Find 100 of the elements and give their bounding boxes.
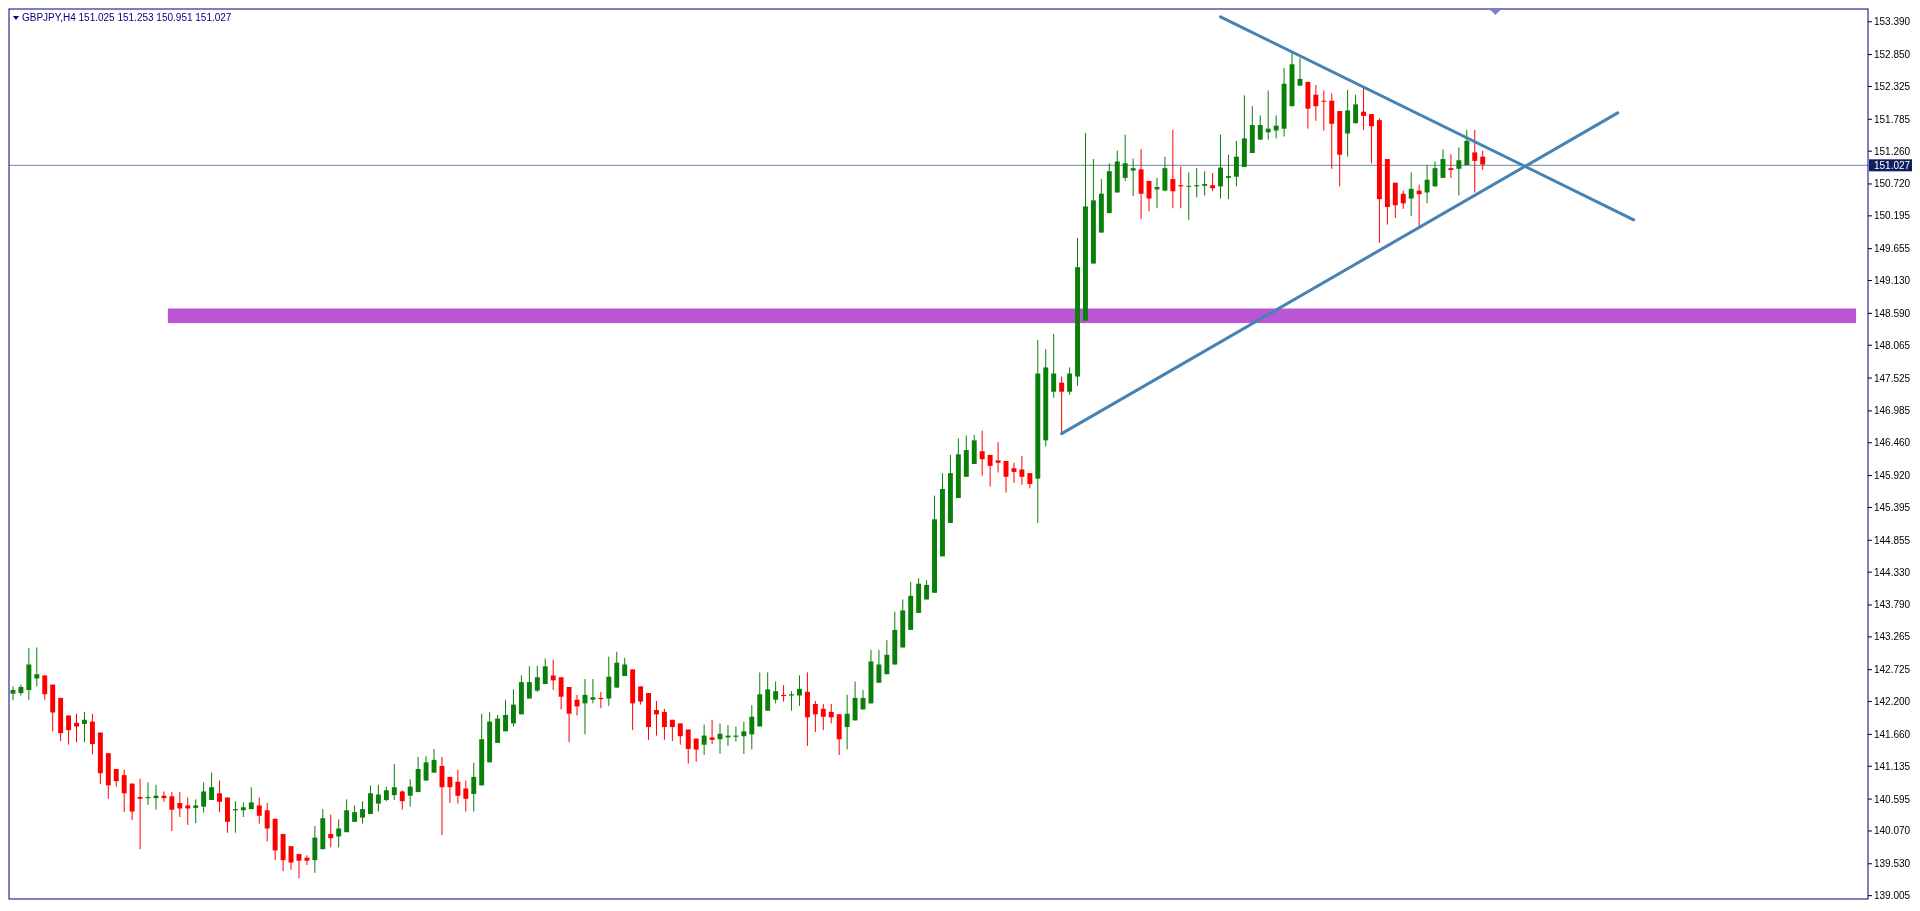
- y-tick-label: 148.590: [1874, 307, 1911, 319]
- candlestick: [995, 441, 1001, 474]
- candlestick: [797, 674, 802, 707]
- y-tick-label: 147.525: [1874, 372, 1911, 384]
- y-tick-label: 151.785: [1874, 113, 1911, 125]
- candlestick: [1329, 92, 1335, 170]
- candlestick: [368, 784, 373, 815]
- candlestick: [987, 454, 993, 487]
- candlestick: [1233, 140, 1239, 187]
- candlestick: [590, 678, 596, 704]
- candlestick: [1059, 376, 1065, 435]
- candlestick: [526, 665, 532, 700]
- y-tick-label: 142.725: [1874, 664, 1911, 676]
- candlestick: [217, 780, 222, 813]
- candlestick: [407, 778, 413, 808]
- candlestick: [661, 708, 667, 741]
- candlestick: [463, 780, 469, 813]
- y-tick-label: 153.390: [1874, 16, 1911, 28]
- candlestick: [344, 798, 350, 833]
- candlestick: [82, 711, 87, 743]
- y-tick-label: 139.530: [1874, 858, 1911, 870]
- candlestick: [638, 685, 644, 706]
- candlestick: [773, 681, 779, 704]
- candlestick: [1400, 190, 1406, 210]
- candlestick: [1162, 156, 1168, 192]
- candlestick: [1361, 86, 1366, 131]
- candlestick: [1170, 129, 1176, 209]
- candlestick: [828, 703, 834, 724]
- candlestick: [701, 724, 707, 756]
- candlestick: [812, 700, 818, 733]
- candlestick: [177, 791, 183, 818]
- y-tick-label: 141.660: [1874, 728, 1911, 740]
- candlestick: [741, 721, 747, 755]
- candlestick: [765, 671, 771, 712]
- candlestick: [1019, 455, 1025, 486]
- candlestick: [1392, 182, 1398, 219]
- candlestick: [1257, 114, 1263, 141]
- candlestick: [169, 791, 175, 832]
- candlestick: [89, 713, 95, 755]
- candlestick: [423, 755, 429, 782]
- y-tick-label: 148.065: [1874, 339, 1911, 351]
- candlestick: [709, 719, 715, 745]
- candlestick: [685, 729, 691, 765]
- candlestick: [1456, 147, 1462, 197]
- y-tick-label: 146.460: [1874, 437, 1911, 449]
- candlestick: [1273, 114, 1279, 139]
- y-tick-label: 141.135: [1874, 760, 1911, 772]
- candlestick: [542, 657, 548, 685]
- candlestick: [1353, 94, 1359, 124]
- candlestick: [1345, 89, 1351, 158]
- candlestick: [1067, 366, 1073, 396]
- candlestick: [193, 798, 199, 824]
- candlestick: [1202, 170, 1208, 197]
- candlestick: [606, 656, 612, 707]
- y-tick-label: 143.790: [1874, 599, 1911, 611]
- candlestick: [677, 722, 683, 746]
- candlestick: [34, 646, 40, 687]
- y-tick-label: 145.395: [1874, 501, 1911, 513]
- candlestick: [1369, 113, 1374, 164]
- candlestick: [185, 797, 191, 826]
- y-tick-label: 151.260: [1874, 145, 1911, 157]
- candlestick: [304, 854, 310, 866]
- candlestick: [471, 762, 477, 813]
- candlestick: [1186, 171, 1192, 221]
- y-tick-label: 144.330: [1874, 566, 1911, 578]
- candlestick: [1321, 89, 1327, 131]
- candlestick: [1424, 164, 1430, 204]
- candlestick: [42, 674, 48, 701]
- candlestick: [503, 699, 508, 732]
- candlestick: [1448, 153, 1454, 179]
- candlestick: [455, 769, 461, 805]
- candlestick: [121, 769, 127, 813]
- candlestick: [511, 688, 516, 727]
- candlestick: [1472, 129, 1478, 193]
- candlestick: [971, 434, 977, 465]
- candlestick: [1210, 172, 1216, 192]
- candlestick: [256, 797, 262, 825]
- y-tick-label: 142.200: [1874, 696, 1911, 708]
- candlestick: [336, 818, 342, 848]
- candlestick: [534, 665, 540, 693]
- y-tick-label: 140.595: [1874, 793, 1911, 805]
- y-tick-label: 149.655: [1874, 243, 1911, 255]
- candlestick: [1218, 134, 1223, 200]
- candlestick: [209, 772, 215, 801]
- y-tick-label: 140.070: [1874, 825, 1911, 837]
- candlestick: [1226, 154, 1231, 200]
- candlestick: [550, 659, 556, 691]
- ref-line-label: 151.027: [1874, 159, 1911, 171]
- chart-title: GBPJPY,H4 151.025 151.253 150.951 151.027: [22, 12, 232, 23]
- candlestick: [375, 784, 381, 813]
- candlestick: [749, 704, 755, 751]
- candlestick: [312, 825, 318, 874]
- candlestick: [884, 639, 890, 675]
- y-tick-label: 149.130: [1874, 275, 1911, 287]
- candlestick: [1313, 84, 1319, 122]
- candlestick: [1051, 333, 1057, 399]
- y-tick-label: 139.005: [1874, 890, 1911, 902]
- candlestick: [137, 778, 143, 850]
- candlestick: [979, 430, 985, 477]
- candlestick: [654, 700, 659, 737]
